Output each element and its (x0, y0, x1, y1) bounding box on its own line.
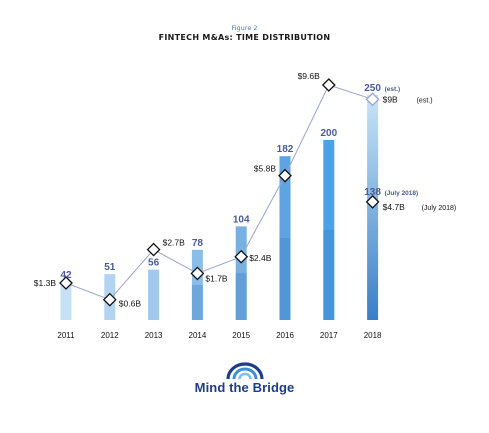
chart-title: FINTECH M&As: TIME DISTRIBUTION (158, 33, 331, 42)
value-label-2011: $1.3B (34, 278, 57, 288)
bar-2016 (279, 156, 291, 320)
value-label-2018: $9B (383, 94, 398, 104)
value-label-2018-suffix: (est.) (417, 97, 433, 104)
count-label-2017: 200 (320, 128, 337, 139)
partial-count-suffix: (July 2018) (385, 190, 419, 197)
value-line (65, 84, 373, 301)
labels-layer: 2011 42 2012 51 2013 56 2014 78 2015 104 2016 182 20… (34, 71, 456, 340)
tick-label-2018: 2018 (364, 331, 382, 340)
logo-text: Mind the Bridge (194, 380, 295, 395)
bar-shade-2017 (323, 230, 335, 320)
partial-count-label: 138 (364, 187, 381, 198)
tick-label-2013: 2013 (145, 331, 163, 340)
value-marker-2011 (59, 276, 73, 290)
count-label-2018-suffix: (est.) (385, 86, 401, 93)
count-label-2014: 78 (192, 238, 204, 249)
value-marker-2017 (321, 78, 336, 92)
bar-shade-2014 (191, 284, 203, 320)
value-marker-2015 (234, 249, 249, 264)
tick-label-2016: 2016 (276, 331, 294, 340)
bar-2011 (60, 282, 72, 320)
tick-label-2011: 2011 (57, 331, 75, 340)
value-label-2012: $0.6B (119, 299, 142, 309)
partial-value-suffix: (July 2018) (422, 205, 457, 212)
value-label-2017: $9.6B (298, 71, 321, 81)
tick-label-2012: 2012 (101, 331, 119, 340)
bridge-arc-icon (225, 362, 264, 380)
tick-label-2014: 2014 (189, 331, 207, 340)
value-marker-2013 (146, 242, 161, 257)
figure-label: Figure 2 (231, 24, 258, 32)
logo: Mind the Bridge (0, 362, 489, 395)
bar-shade-2015 (235, 273, 247, 320)
value-label-2015: $2.4B (249, 253, 272, 263)
value-marker-2016 (278, 168, 292, 183)
count-label-2016: 182 (277, 144, 294, 155)
bar-shade-2016 (279, 238, 291, 320)
bar-2015 (235, 226, 247, 320)
value-marker-2018 (365, 92, 380, 107)
count-label-2012: 51 (104, 262, 116, 273)
bar-2014 (191, 249, 203, 320)
tick-label-2015: 2015 (232, 331, 250, 340)
value-label-2014: $1.7B (205, 273, 228, 283)
count-label-2011: 42 (60, 270, 72, 281)
value-label-2013: $2.7B (163, 238, 186, 248)
value-marker-2014 (190, 266, 205, 281)
value-line-layer (59, 78, 380, 307)
value-marker-2018-partial (365, 194, 380, 209)
value-marker-2012 (102, 292, 117, 307)
partial-value-label: $4.7B (383, 202, 406, 212)
count-label-2018: 250 (364, 83, 381, 94)
value-label-2016: $5.8B (254, 164, 277, 174)
count-label-2015: 104 (233, 214, 250, 225)
bar-2017 (323, 140, 335, 320)
count-label-2013: 56 (148, 258, 160, 269)
bar-2013 (148, 269, 160, 320)
tick-label-2017: 2017 (320, 331, 338, 340)
